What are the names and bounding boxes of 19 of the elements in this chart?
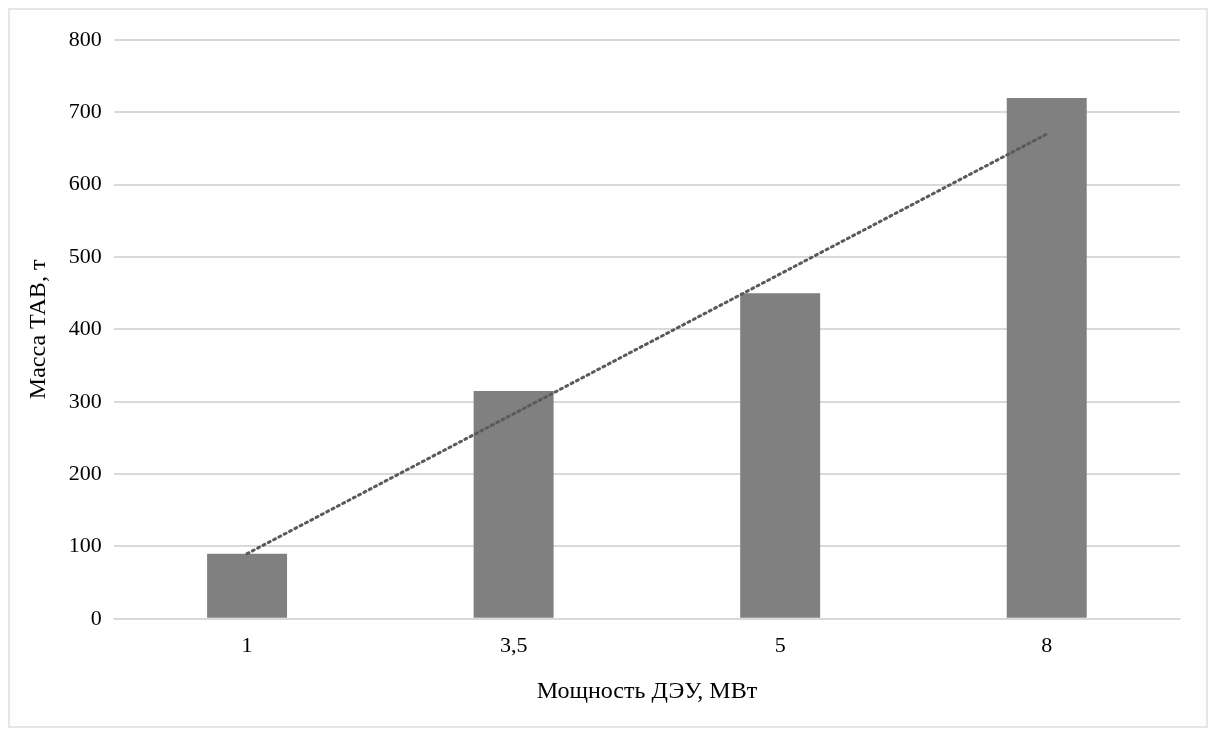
x-tick-label: 5: [774, 631, 786, 657]
bar: [207, 553, 288, 618]
x-tick-label: 1: [241, 631, 253, 657]
y-tick-label: 300: [68, 387, 102, 413]
y-axis-title: Масса ТАВ, т: [23, 259, 50, 400]
bar: [1006, 97, 1087, 618]
x-tick-label: 8: [1041, 631, 1053, 657]
y-tick-label: 600: [68, 170, 102, 196]
bar: [473, 390, 554, 618]
x-tick-label: 3,5: [499, 631, 528, 657]
y-tick-label: 500: [68, 242, 102, 268]
y-tick-label: 700: [68, 98, 102, 124]
bar: [740, 293, 821, 618]
y-tick-label: 400: [68, 315, 102, 341]
x-axis-title: Мощность ДЭУ, МВт: [536, 676, 758, 703]
y-tick-label: 800: [68, 25, 102, 51]
y-tick-label: 100: [68, 532, 102, 558]
y-tick-label: 0: [90, 604, 102, 630]
y-tick-label: 200: [68, 459, 102, 485]
